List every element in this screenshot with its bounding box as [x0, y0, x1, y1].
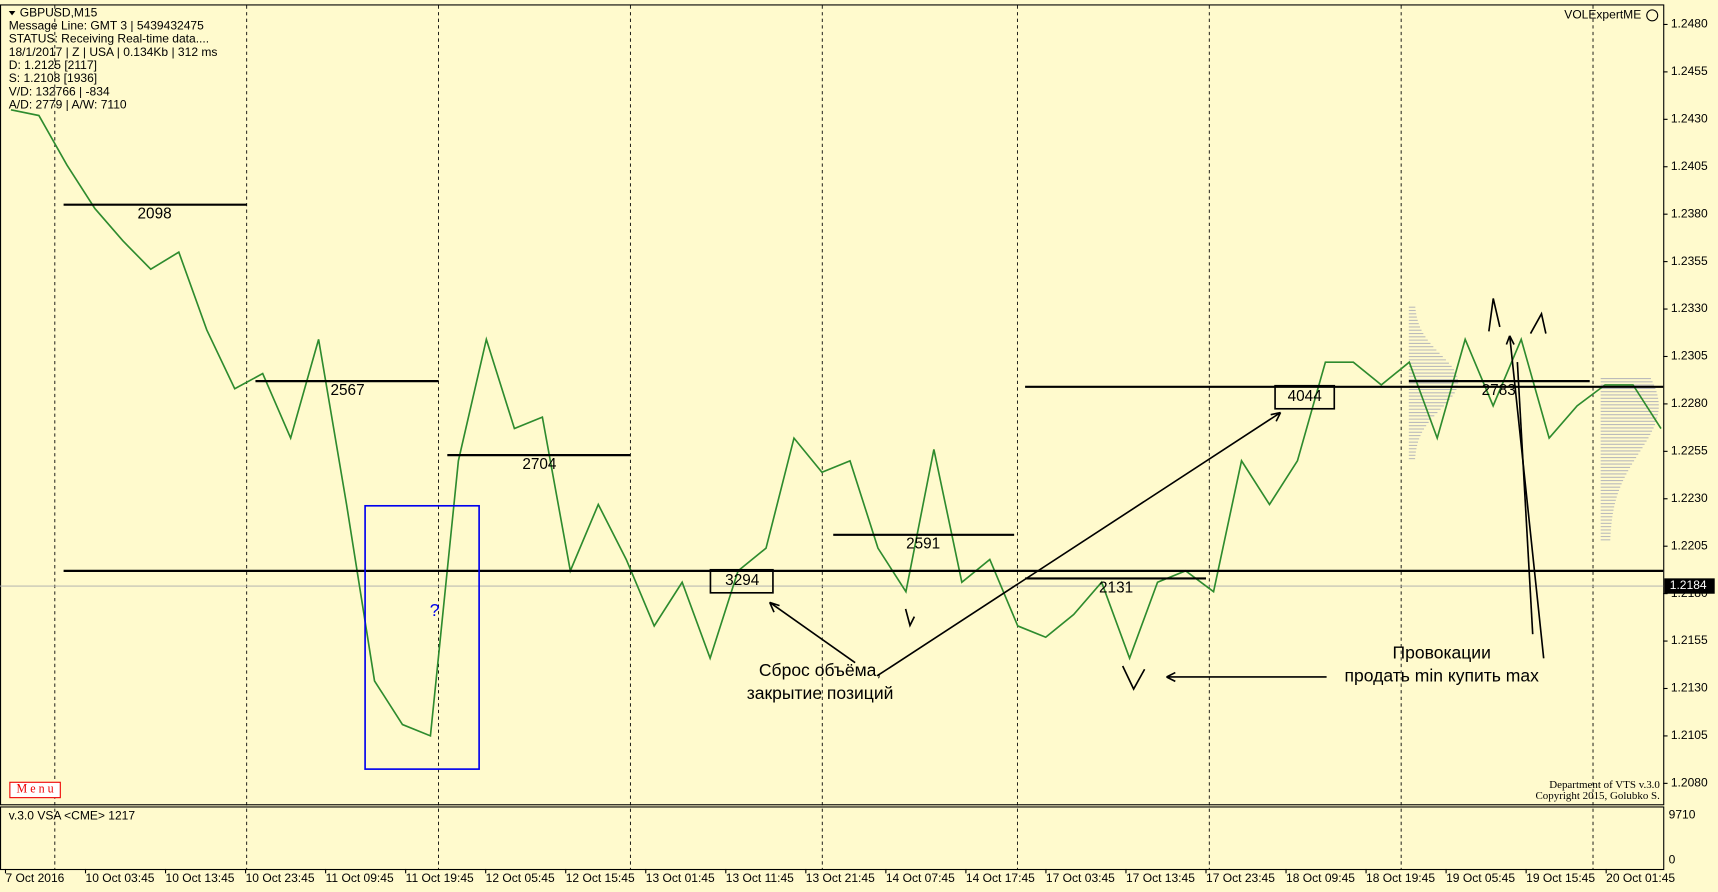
y-tick-label: 1.2155	[1671, 633, 1708, 647]
level-volume: 2704	[522, 456, 557, 473]
x-tick-label: 11 Oct 19:45	[406, 871, 474, 885]
question-mark: ?	[430, 600, 440, 620]
info-block: Message Line: GMT 3 | 5439432475STATUS: …	[9, 19, 218, 112]
price-line	[10, 109, 1662, 738]
y-tick-label: 1.2230	[1671, 491, 1708, 505]
x-tick-label: 19 Oct 05:45	[1446, 871, 1515, 885]
smiley-icon	[1646, 9, 1659, 22]
y-tick-label: 1.2430	[1671, 112, 1708, 126]
x-tick-label: 19 Oct 15:45	[1526, 871, 1595, 885]
info-line: STATUS: Receiving Real-time data....	[9, 32, 209, 46]
info-line: V/D: 132766 | -834	[9, 84, 110, 98]
y-tick-label: 1.2380	[1671, 206, 1708, 220]
x-tick-label: 13 Oct 21:45	[806, 871, 875, 885]
current-price-box	[1664, 578, 1715, 594]
y-tick-label: 1.2405	[1671, 159, 1708, 173]
x-tick-label: 18 Oct 19:45	[1366, 871, 1435, 885]
hand-mark	[1488, 298, 1501, 332]
y-tick-label: 1.2480	[1671, 17, 1708, 31]
x-tick-label: 13 Oct 01:45	[646, 871, 715, 885]
level-volume: 3294	[725, 572, 760, 589]
annotation: закрытие позиций	[747, 683, 894, 703]
y-tick-label: 1.2205	[1671, 538, 1708, 552]
x-tick-label: 10 Oct 03:45	[86, 871, 155, 885]
y-tick-label: 1.2280	[1671, 396, 1708, 410]
indicator-name: VOLExpertME	[1564, 8, 1641, 22]
info-line: S: 1.2108 [1936]	[9, 71, 97, 85]
info-line: Message Line: GMT 3 | 5439432475	[9, 19, 204, 33]
menu-label[interactable]: M e n u	[17, 782, 54, 796]
highlight-box	[364, 504, 480, 770]
level-volume: 2567	[330, 382, 364, 399]
x-tick-label: 11 Oct 09:45	[326, 871, 394, 885]
x-tick-label: 13 Oct 11:45	[726, 871, 794, 885]
subwindow-label: v.3.0 VSA <CME> 1217	[9, 808, 136, 822]
plot: 1.2184 2098 2567 2704 3294 2591 2131 4044 2783	[0, 109, 1715, 738]
y-tick-label: 1.2080	[1671, 776, 1708, 790]
level-box	[709, 568, 774, 594]
x-tick-label: 14 Oct 17:45	[966, 871, 1035, 885]
arrow	[1505, 335, 1545, 659]
current-price-label: 1.2184	[1670, 578, 1707, 592]
y-tick-label: 1.2105	[1671, 728, 1708, 742]
annotation: продать min купить max	[1345, 666, 1540, 686]
symbol: GBPUSD,M15	[20, 5, 98, 19]
x-tick-label: 17 Oct 13:45	[1126, 871, 1195, 885]
grid: 1.2480 1.2455 1.2430 1.2405 1.2380 1.2355 1.23…	[4, 5, 1708, 885]
x-tick-label: 12 Oct 15:45	[566, 871, 635, 885]
annotation: Провокации	[1393, 643, 1491, 663]
x-tick-label: 17 Oct 03:45	[1046, 871, 1115, 885]
footer-text: Copyright 2015, Golubko S.	[1535, 790, 1660, 802]
y-tick-label: 1.2130	[1671, 681, 1708, 695]
subwindow-tick: 0	[1669, 852, 1676, 866]
x-tick-label: 14 Oct 07:45	[886, 871, 955, 885]
y-tick-label: 1.2355	[1671, 254, 1708, 268]
x-tick-label: 10 Oct 13:45	[166, 871, 235, 885]
x-tick-label: 20 Oct 01:45	[1606, 871, 1675, 885]
annotation: Сброс объёма,	[759, 660, 881, 680]
y-tick-label: 1.2455	[1671, 64, 1708, 78]
hand-mark	[904, 608, 916, 628]
y-tick-label: 1.2330	[1671, 301, 1708, 315]
x-tick-label: 12 Oct 05:45	[486, 871, 555, 885]
sub-frame	[0, 806, 1665, 871]
info-line: D: 1.2125 [2117]	[9, 58, 97, 72]
y-tick-label: 1.2255	[1671, 444, 1708, 458]
level-volume: 2131	[1099, 579, 1133, 596]
level-volume: 2783	[1482, 382, 1516, 399]
arrows	[768, 298, 1547, 691]
arrow	[1166, 671, 1327, 683]
x-tick-label: 17 Oct 23:45	[1206, 871, 1275, 885]
main-frame	[0, 4, 1665, 806]
footer-text: Department of VTS v.3.0	[1549, 779, 1660, 791]
level-volume: 2098	[138, 206, 172, 223]
level-volume: 2591	[906, 536, 940, 553]
x-tick-label: 7 Oct 2016	[5, 871, 64, 885]
hand-mark	[1121, 665, 1146, 691]
hand-mark	[1529, 311, 1547, 334]
subwindow-tick: 9710	[1669, 807, 1696, 821]
collapse-icon[interactable]	[8, 10, 16, 16]
arrow	[768, 601, 856, 664]
info-line: A/D: 2779 | A/W: 7110	[9, 98, 127, 112]
y-tick-label: 1.2305	[1671, 349, 1708, 363]
arrow	[876, 411, 1282, 677]
x-tick-label: 10 Oct 23:45	[246, 871, 315, 885]
level-box	[1274, 384, 1336, 410]
x-tick-label: 18 Oct 09:45	[1286, 871, 1355, 885]
menu-button[interactable]	[9, 781, 61, 799]
arrow	[1516, 362, 1534, 635]
level-volume: 4044	[1288, 388, 1323, 405]
info-line: 18/1/2017 | Z | USA | 0.134Kb | 312 ms	[9, 45, 218, 59]
